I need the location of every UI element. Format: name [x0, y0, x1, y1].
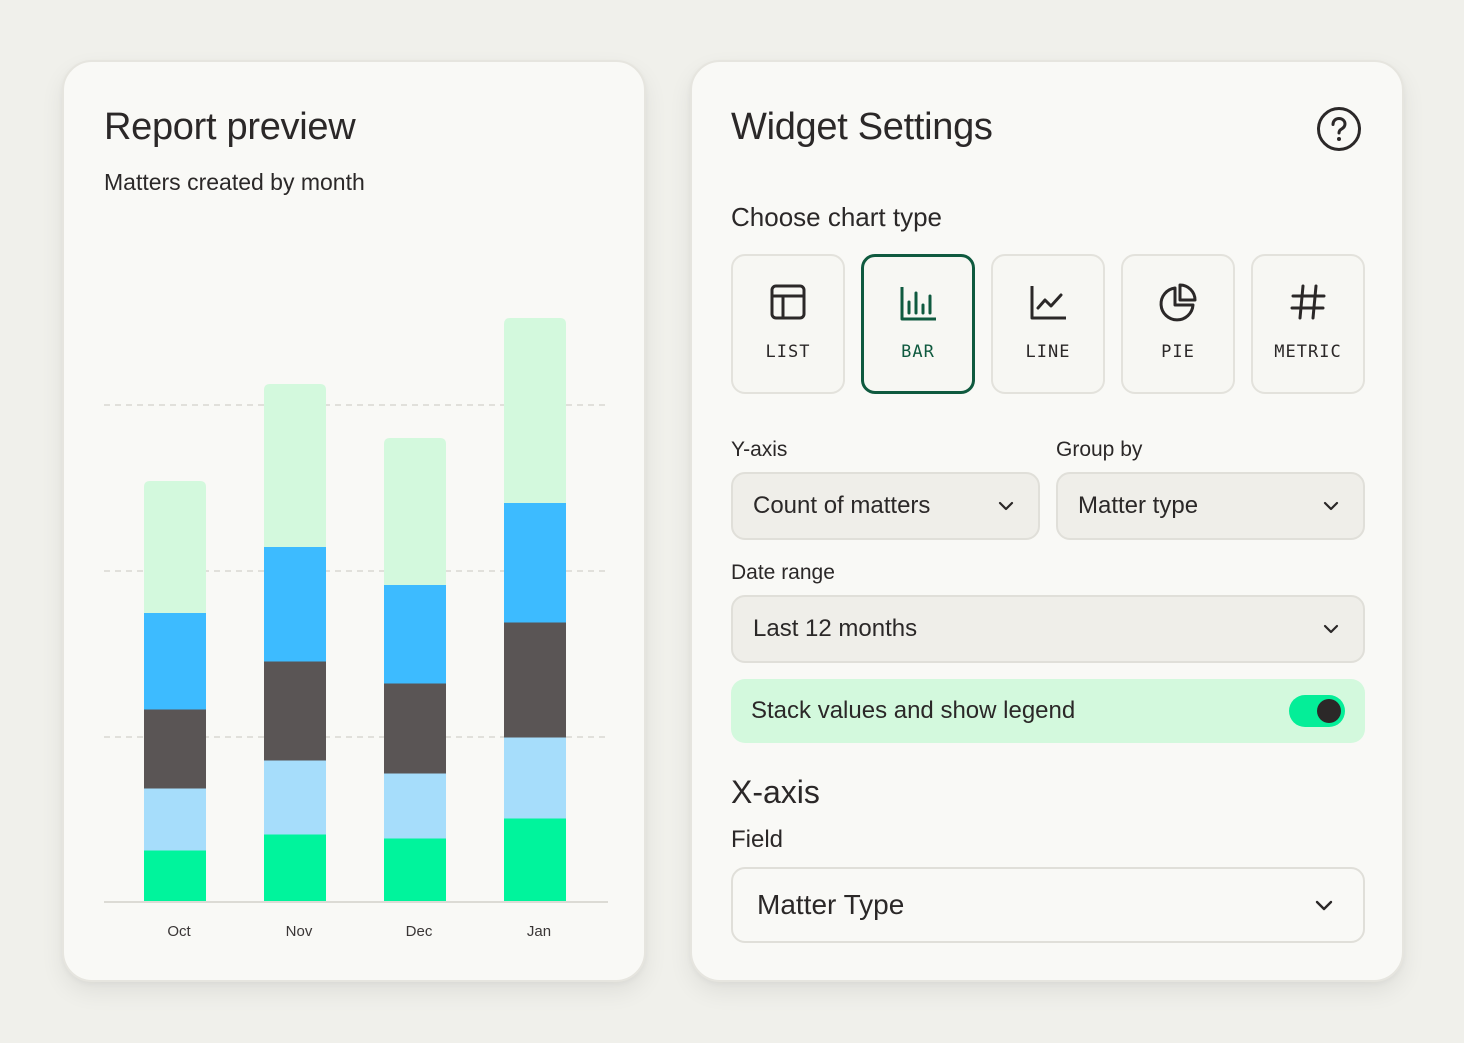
bar-segment: [264, 384, 326, 547]
y-axis-select[interactable]: Count of matters: [731, 472, 1040, 540]
chart-type-pie-button[interactable]: PIE: [1121, 254, 1235, 394]
bar-segment: [144, 850, 206, 903]
chart-type-label-metric: METRIC: [1274, 342, 1342, 362]
toggle-knob: [1317, 699, 1341, 723]
bar-segment: [264, 834, 326, 903]
bar-segment: [504, 818, 566, 903]
x-tick-label: Oct: [167, 923, 191, 940]
bar-segment: [144, 613, 206, 710]
report-preview-card: Report preview Matters created by month …: [62, 60, 646, 982]
line-chart-icon: [1030, 286, 1066, 320]
bar-segment: [384, 683, 446, 774]
x-axis-field-value: Matter Type: [757, 889, 905, 920]
preview-subtitle: Matters created by month: [104, 169, 365, 195]
y-axis-value: Count of matters: [753, 492, 931, 519]
chart-type-label-pie: PIE: [1161, 342, 1195, 362]
x-tick-label: Jan: [527, 923, 551, 940]
bar-segment: [504, 503, 566, 623]
chart-type-line-button[interactable]: LINE: [991, 254, 1105, 394]
hash-icon: [1290, 284, 1326, 320]
bar-segment: [264, 760, 326, 835]
bar-segment: [384, 773, 446, 839]
stack-values-toggle[interactable]: [1289, 695, 1345, 727]
date-range-select[interactable]: Last 12 months: [731, 595, 1365, 663]
stack-values-label: Stack values and show legend: [751, 697, 1076, 724]
chart-type-bar-button[interactable]: BAR: [861, 254, 975, 394]
y-axis-label: Y-axis: [731, 438, 788, 461]
bar-segment: [144, 788, 206, 851]
bar-segment: [384, 585, 446, 684]
x-axis-field-label: Field: [731, 826, 784, 853]
chart-type-label-bar: BAR: [901, 342, 935, 362]
bar-chart-icon: [900, 287, 936, 321]
bar-segment: [384, 438, 446, 585]
group-by-select[interactable]: Matter type: [1056, 472, 1365, 540]
bar-segment: [504, 737, 566, 819]
bar-segment: [144, 481, 206, 613]
x-axis-field-select[interactable]: Matter Type: [731, 867, 1365, 943]
chart-type-list-button[interactable]: LIST: [731, 254, 845, 394]
x-axis-heading: X-axis: [731, 774, 820, 810]
widget-settings-card: Widget Settings Choose chart type LIST B…: [690, 60, 1404, 982]
question-circle-icon[interactable]: [1316, 106, 1362, 152]
chart-type-label-line: LINE: [1025, 342, 1071, 362]
bar-segment: [384, 838, 446, 903]
group-by-label: Group by: [1056, 438, 1143, 461]
date-range-value: Last 12 months: [753, 615, 918, 642]
chart-type-label-list: LIST: [765, 342, 811, 362]
stacked-bar-chart: Oct Nov Dec Jan: [104, 318, 608, 940]
pie-chart-icon: [1159, 283, 1197, 322]
chevron-down-icon: [1323, 624, 1339, 634]
group-by-value: Matter type: [1078, 492, 1199, 519]
stack-values-row: Stack values and show legend: [731, 679, 1365, 743]
x-tick-label: Dec: [406, 923, 433, 940]
chevron-down-icon: [1323, 501, 1339, 511]
chart-type-metric-button[interactable]: METRIC: [1251, 254, 1365, 394]
bar-segment: [264, 661, 326, 761]
bar-segment: [504, 318, 566, 503]
preview-title: Report preview: [104, 106, 356, 148]
chart-type-label: Choose chart type: [731, 202, 943, 232]
bar-segment: [144, 709, 206, 789]
chevron-down-icon: [1315, 900, 1333, 911]
settings-title: Widget Settings: [731, 106, 993, 148]
x-tick-label: Nov: [286, 923, 313, 940]
table-icon: [770, 284, 806, 320]
bar-segment: [264, 547, 326, 662]
date-range-label: Date range: [731, 561, 835, 584]
chevron-down-icon: [998, 501, 1014, 511]
bar-segment: [504, 622, 566, 738]
